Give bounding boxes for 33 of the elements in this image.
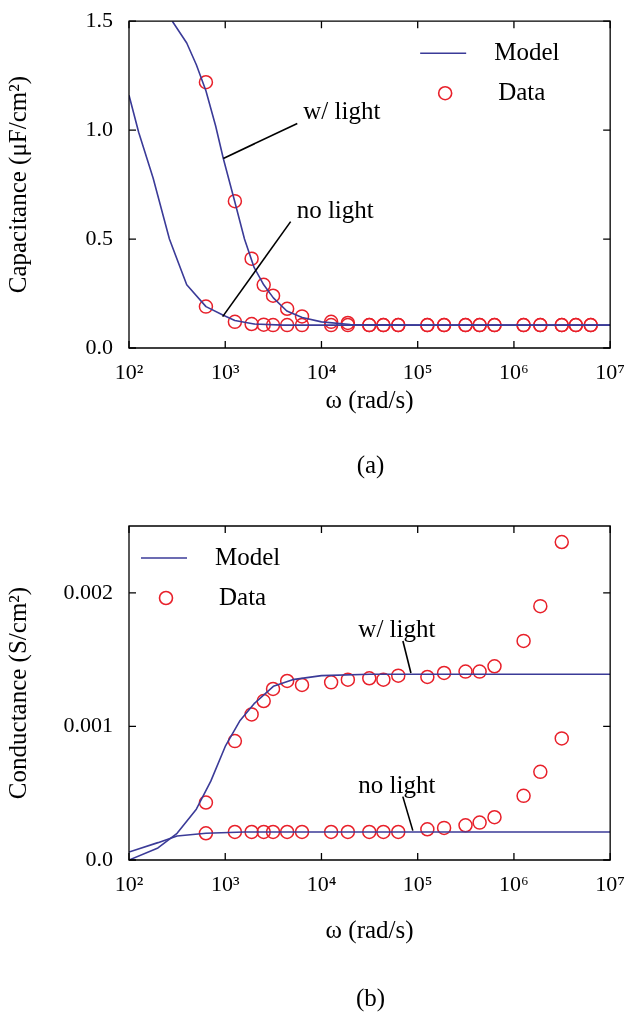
y-axis-title: Conductance (S/cm²) <box>3 586 32 800</box>
x-tick-label: 10⁵ <box>402 870 433 896</box>
x-tick-label: 10³ <box>210 870 240 896</box>
annotation: w/ light <box>303 97 381 125</box>
y-tick-label: 0.0 <box>85 845 113 871</box>
text: (a) <box>355 451 386 479</box>
y-tick-label: 0.5 <box>85 224 113 250</box>
x-axis-title: ω (rad/s) <box>325 915 414 944</box>
x-axis-title: ω (rad/s) <box>325 385 414 414</box>
annotation: w/ light <box>358 614 436 642</box>
x-tick-label: 10² <box>114 870 144 896</box>
x-tick-label: 10³ <box>210 358 240 384</box>
legend-label: Model <box>215 542 281 570</box>
annotation: no light <box>358 770 436 798</box>
x-tick-label: 10² <box>114 358 144 384</box>
x-tick-label: 10⁵ <box>402 358 433 384</box>
text: (b) <box>354 984 387 1012</box>
y-tick-label: 0.002 <box>63 578 113 604</box>
legend-label: Data <box>498 77 546 105</box>
x-tick-label: 10⁷ <box>595 870 625 896</box>
y-tick-label: 1.5 <box>85 6 113 32</box>
y-tick-label: 0.001 <box>63 712 113 738</box>
x-tick-label: 10⁷ <box>595 358 625 384</box>
x-tick-label: 10⁶ <box>499 358 529 384</box>
x-tick-label: 10⁴ <box>306 358 337 384</box>
y-axis-title: Capacitance (μF/cm²) <box>3 75 32 294</box>
legend-label: Data <box>219 582 267 610</box>
x-tick-label: 10⁶ <box>499 870 529 896</box>
annotation: no light <box>296 195 374 223</box>
y-tick-label: 0.0 <box>85 333 113 359</box>
y-tick-label: 1.0 <box>85 115 113 141</box>
x-tick-label: 10⁴ <box>306 870 337 896</box>
legend-label: Model <box>494 37 560 65</box>
